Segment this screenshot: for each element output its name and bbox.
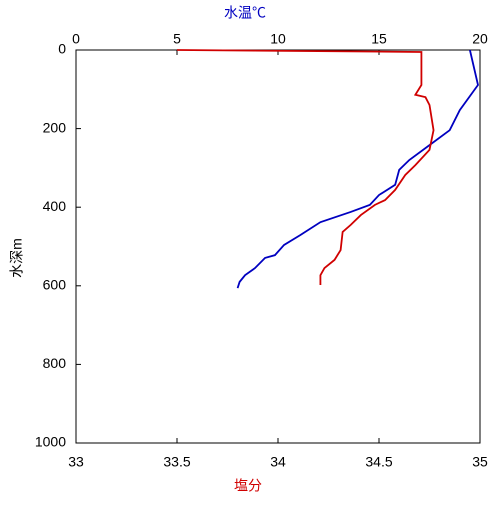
x-tick-label: 34.5: [365, 454, 392, 470]
plot-frame: [75, 49, 481, 444]
y-tick-label: 0: [58, 41, 66, 57]
y-tick-label: 600: [43, 277, 67, 293]
x2-tick-label: 10: [270, 31, 286, 47]
x-tick-label: 33: [68, 454, 84, 470]
x2-tick-label: 15: [371, 31, 387, 47]
profile-line: [176, 49, 435, 286]
x2-tick-label: 0: [72, 31, 80, 47]
x-tick-label: 35: [472, 454, 488, 470]
y-axis-label: 水深m: [9, 238, 25, 278]
y-tick-label: 1000: [35, 434, 66, 450]
x2-axis-label: 水温℃: [224, 5, 266, 21]
x-tick-label: 33.5: [163, 454, 190, 470]
y-tick-label: 200: [43, 119, 67, 135]
x-tick-label: 34: [270, 454, 286, 470]
y-tick-label: 800: [43, 355, 67, 371]
profile-line: [236, 49, 479, 289]
x2-tick-label: 5: [173, 31, 181, 47]
x2-tick-label: 20: [472, 31, 488, 47]
x-axis-label: 塩分: [234, 478, 262, 494]
y-tick-label: 400: [43, 198, 67, 214]
